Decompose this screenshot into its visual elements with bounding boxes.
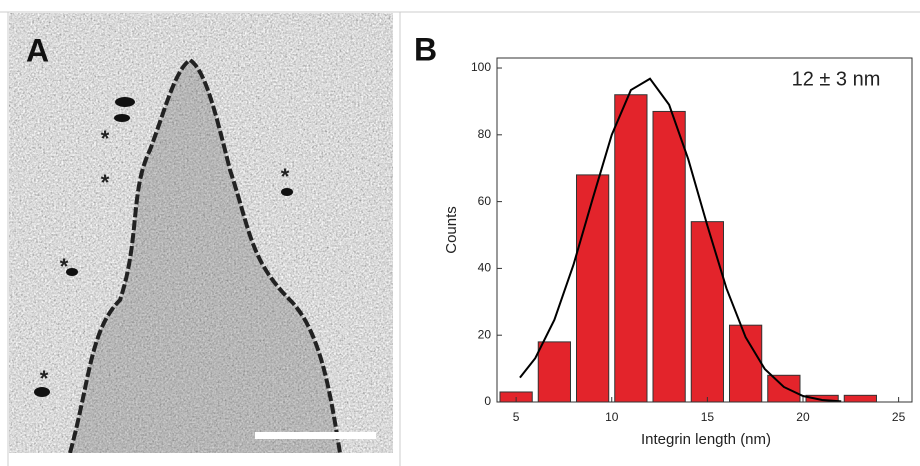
x-tick-label: 15 bbox=[701, 410, 715, 424]
y-axis-label: Counts bbox=[443, 206, 460, 254]
micrograph-texture bbox=[9, 13, 393, 453]
bar bbox=[767, 374, 801, 403]
x-tick-label: 5 bbox=[513, 410, 520, 424]
panel-label: A bbox=[26, 32, 49, 68]
y-tick-label: 0 bbox=[484, 394, 491, 408]
panel-label: B bbox=[414, 31, 437, 67]
bar bbox=[537, 341, 571, 403]
y-tick-label: 60 bbox=[478, 194, 492, 208]
bar bbox=[575, 174, 610, 403]
annotation: 12 ± 3 nm bbox=[792, 68, 881, 90]
y-tick-label: 40 bbox=[478, 261, 492, 275]
marker-group: * * * * * bbox=[40, 126, 290, 391]
x-tick-label: 25 bbox=[892, 410, 906, 424]
marker: * bbox=[60, 254, 69, 279]
scale-bar bbox=[255, 432, 376, 439]
bar bbox=[652, 110, 686, 403]
bar bbox=[843, 394, 877, 403]
bar bbox=[614, 94, 648, 403]
micrograph bbox=[9, 13, 393, 453]
particles bbox=[34, 97, 293, 397]
y-tick-label: 100 bbox=[471, 60, 491, 74]
x-tick-label: 10 bbox=[605, 410, 619, 424]
y-tick-label: 80 bbox=[478, 127, 492, 141]
fit-curve bbox=[519, 77, 842, 403]
x-axis-label: Integrin length (nm) bbox=[641, 431, 771, 448]
cell-outline bbox=[68, 57, 342, 453]
marker: * bbox=[40, 366, 49, 391]
bar bbox=[690, 221, 724, 403]
y-tick-label: 20 bbox=[478, 327, 492, 341]
marker: * bbox=[281, 164, 290, 189]
marker: * bbox=[101, 170, 110, 195]
plot-frame bbox=[496, 57, 913, 403]
marker: * bbox=[101, 126, 110, 151]
x-tick-label: 20 bbox=[796, 410, 810, 424]
